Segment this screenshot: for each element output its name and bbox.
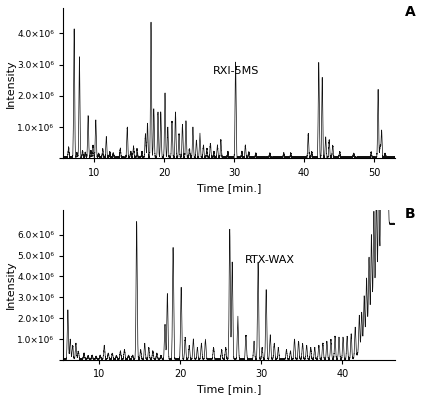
Text: A: A: [405, 5, 416, 19]
Text: B: B: [405, 207, 416, 221]
Text: RTX-WAX: RTX-WAX: [245, 255, 295, 265]
X-axis label: Time [min.]: Time [min.]: [197, 384, 261, 394]
Y-axis label: Intensity: Intensity: [5, 59, 16, 108]
X-axis label: Time [min.]: Time [min.]: [197, 183, 261, 193]
Y-axis label: Intensity: Intensity: [5, 260, 16, 309]
Text: RXI-5MS: RXI-5MS: [213, 66, 260, 76]
